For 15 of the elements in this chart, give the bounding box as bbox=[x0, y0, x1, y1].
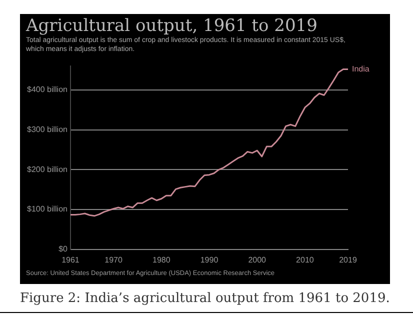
x-tick-label: 2000 bbox=[248, 255, 267, 264]
y-tick-label: $100 billion bbox=[26, 204, 68, 214]
x-tick-label: 1961 bbox=[62, 255, 80, 264]
series-label: India bbox=[352, 64, 370, 74]
x-tick-label: 1970 bbox=[104, 255, 123, 264]
y-tick-label: $0 bbox=[58, 244, 68, 254]
y-tick-label: $400 billion bbox=[26, 85, 68, 94]
chart-title: Agricultural output, 1961 to 2019 bbox=[26, 16, 318, 36]
y-tick-label: $300 billion bbox=[26, 124, 68, 134]
x-tick-label: 1980 bbox=[152, 255, 171, 264]
x-tick-label: 2019 bbox=[339, 255, 358, 264]
y-tick-label: $200 billion bbox=[26, 164, 68, 174]
x-tick-label: 1990 bbox=[200, 255, 219, 264]
caption: Figure 2: India’s agricultural output from 1961 to 2019. bbox=[20, 291, 390, 306]
x-tick-label: 2010 bbox=[296, 255, 314, 264]
